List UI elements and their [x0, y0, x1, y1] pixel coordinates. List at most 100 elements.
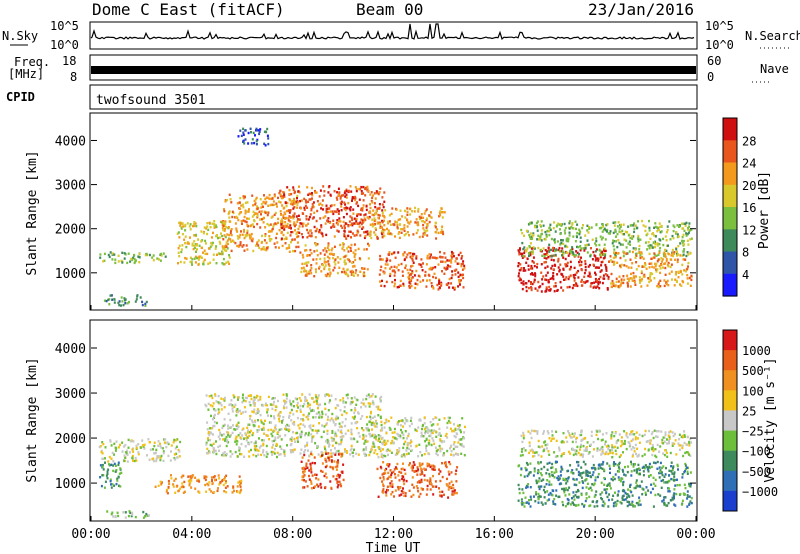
echo-cell	[618, 463, 620, 466]
echo-cell	[143, 443, 146, 446]
echo-cell	[616, 499, 619, 503]
echo-cell	[296, 194, 299, 198]
echo-cell	[418, 462, 421, 465]
echo-cell	[119, 443, 121, 447]
echo-cell	[374, 433, 377, 437]
echo-cell	[596, 504, 599, 508]
echo-cell	[577, 269, 580, 273]
echo-cell	[552, 249, 555, 252]
echo-cell	[221, 426, 224, 430]
echo-cell	[572, 501, 574, 505]
echo-cell	[114, 470, 117, 473]
echo-cell	[621, 229, 624, 233]
echo-cell	[408, 489, 411, 492]
echo-cell	[189, 228, 192, 231]
echo-cell	[587, 231, 590, 234]
echo-cell	[212, 442, 215, 445]
echo-cell	[253, 444, 256, 448]
echo-cell	[409, 220, 412, 223]
echo-cell	[619, 480, 622, 483]
echo-cell	[425, 218, 428, 222]
echo-cell	[198, 480, 201, 483]
echo-cell	[179, 222, 182, 225]
echo-cell	[540, 225, 542, 228]
echo-cell	[284, 224, 287, 227]
echo-cell	[405, 437, 408, 440]
echo-cell	[300, 207, 302, 210]
echo-cell	[264, 197, 267, 201]
echo-cell	[579, 240, 582, 243]
echo-cell	[407, 221, 410, 224]
echo-cell	[358, 187, 361, 191]
echo-cell	[665, 282, 668, 286]
echo-cell	[119, 485, 122, 488]
echo-cell	[599, 275, 602, 279]
echo-cell	[517, 249, 520, 252]
echo-cell	[327, 452, 330, 455]
echo-cell	[539, 249, 542, 252]
echo-cell	[107, 253, 110, 257]
echo-cell	[686, 274, 689, 277]
echo-cell	[301, 225, 304, 228]
echo-cell	[249, 394, 252, 397]
echo-cell	[579, 245, 582, 248]
echo-cell	[314, 191, 317, 194]
cpid-program: twofsound 3501	[96, 93, 206, 108]
echo-cell	[687, 231, 690, 234]
echo-cell	[221, 453, 224, 457]
echo-cell	[335, 441, 337, 444]
echo-cell	[403, 455, 406, 458]
echo-cell	[529, 242, 532, 245]
echo-cell	[304, 244, 307, 247]
echo-cell	[195, 225, 198, 228]
echo-cell	[403, 468, 406, 472]
echo-cell	[256, 408, 259, 411]
echo-cell	[121, 251, 124, 254]
echo-cell	[191, 244, 194, 247]
echo-cell	[429, 215, 432, 219]
echo-cell	[426, 479, 429, 482]
echo-cell	[440, 281, 443, 285]
echo-cell	[244, 196, 246, 199]
echo-cell	[324, 413, 327, 416]
echo-cell	[102, 260, 105, 263]
echo-cell	[332, 475, 335, 478]
echo-cell	[436, 453, 439, 457]
echo-cell	[580, 280, 583, 283]
echo-cell	[244, 201, 247, 205]
echo-cell	[260, 203, 263, 206]
echo-cell	[648, 252, 651, 256]
echo-cell	[629, 258, 632, 261]
echo-cell	[662, 237, 665, 241]
echo-cell	[397, 232, 400, 236]
echo-cell	[568, 493, 571, 496]
echo-cell	[225, 430, 228, 434]
echo-cell	[413, 463, 416, 466]
echo-cell	[269, 239, 272, 243]
echo-cell	[426, 488, 429, 491]
echo-cell	[406, 253, 409, 256]
echo-cell	[524, 282, 527, 285]
echo-cell	[423, 478, 426, 482]
echo-cell	[105, 299, 108, 303]
echo-cell	[427, 443, 430, 446]
echo-cell	[557, 259, 560, 262]
echo-cell	[368, 215, 371, 219]
echo-cell	[430, 443, 433, 447]
echo-cell	[402, 425, 404, 428]
echo-cell	[325, 204, 328, 207]
echo-cell	[301, 475, 304, 478]
echo-cell	[213, 424, 216, 428]
echo-cell	[165, 445, 168, 449]
echo-cell	[344, 432, 347, 435]
echo-cell	[243, 228, 245, 232]
echo-cell	[331, 466, 334, 469]
echo-cell	[600, 463, 603, 466]
echo-cell	[381, 229, 384, 233]
echo-cell	[283, 402, 286, 405]
echo-cell	[543, 465, 546, 469]
echo-cell	[330, 487, 333, 490]
echo-cell	[529, 235, 531, 239]
echo-cell	[377, 495, 380, 498]
echo-cell	[543, 256, 546, 259]
